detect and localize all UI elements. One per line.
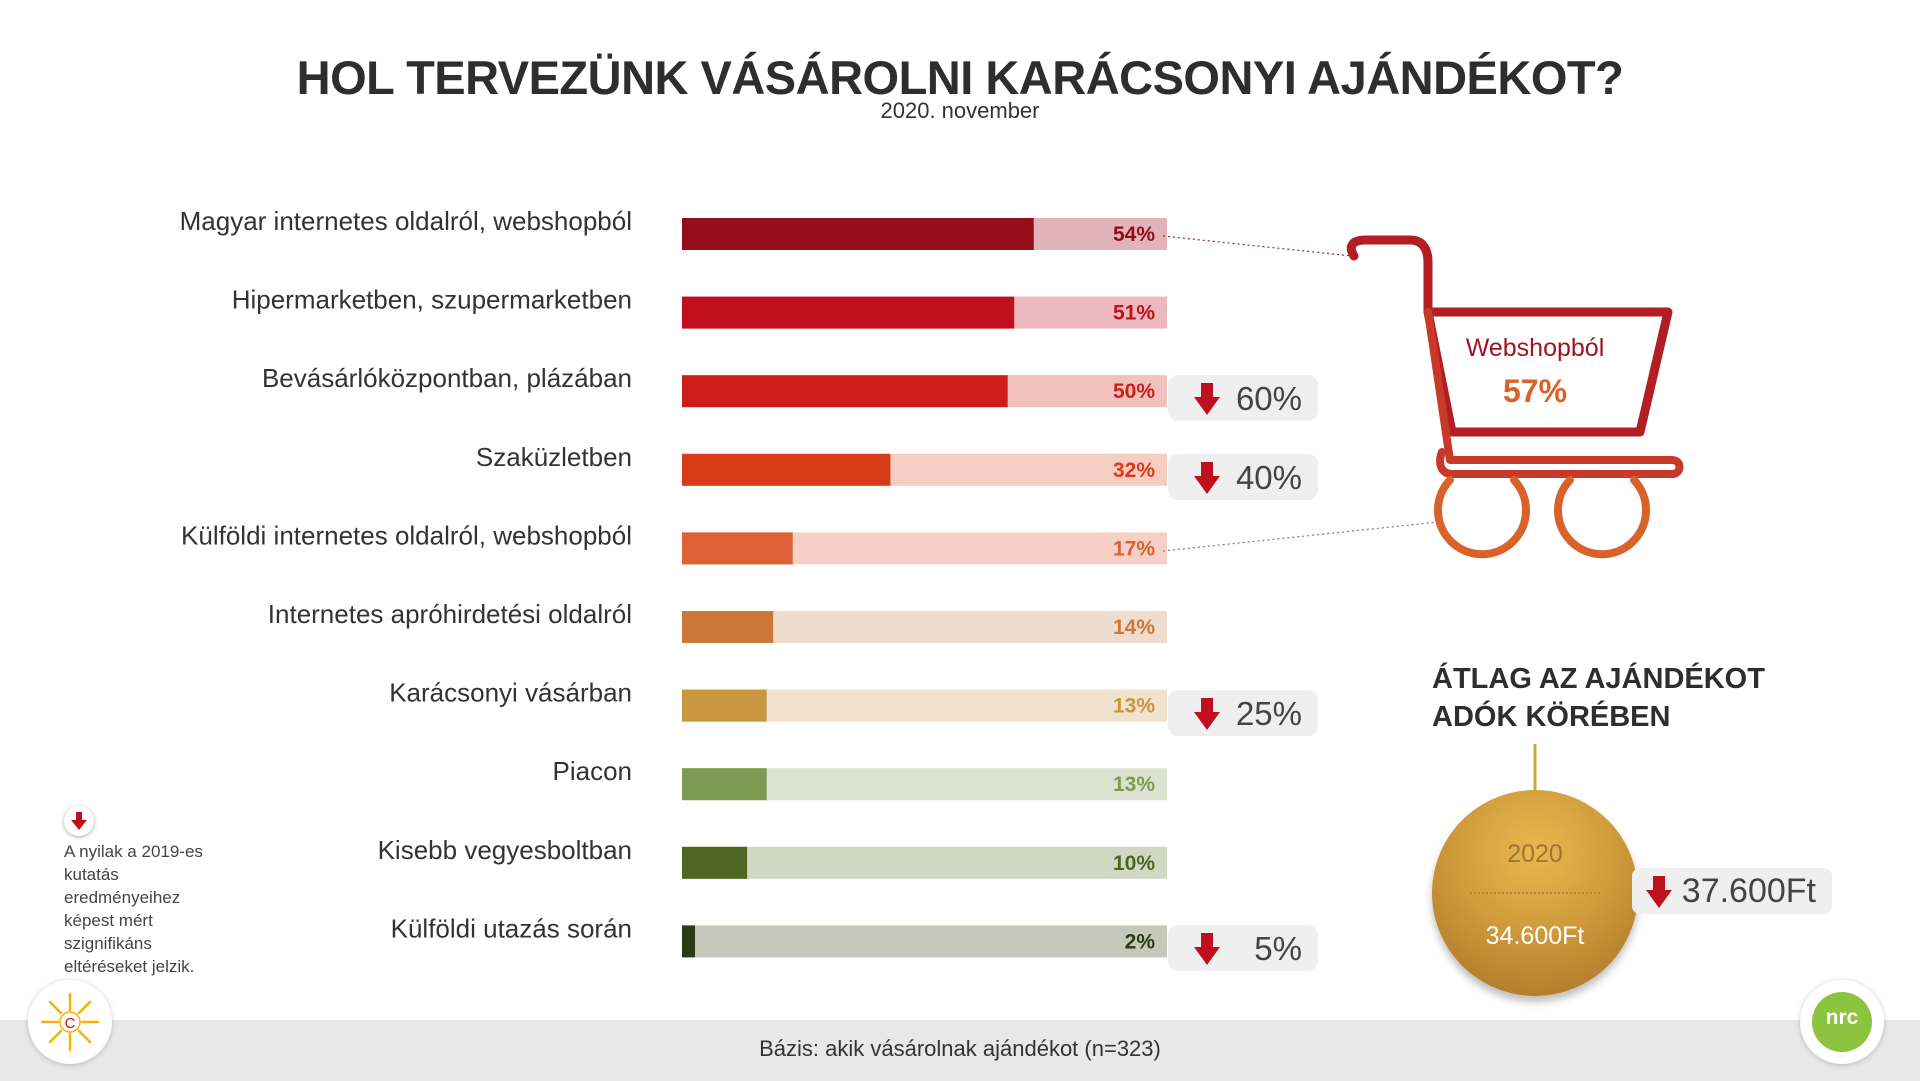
value-label: 50%	[1113, 380, 1155, 403]
footer-base-text: Bázis: akik vásárolnak ajándékot (n=323)	[759, 1036, 1161, 1061]
bar	[682, 768, 767, 801]
legend-icon	[64, 806, 94, 836]
change-value: 40%	[1235, 458, 1302, 496]
cart-wheel-right	[1554, 476, 1650, 559]
value-label: 10%	[1113, 852, 1155, 875]
legend-text: A nyilak a 2019-es kutatás eredményeihez…	[64, 842, 203, 976]
bar-track	[682, 846, 1167, 879]
chart-subtitle: 2020. november	[880, 98, 1040, 123]
value-label: 2%	[1125, 930, 1156, 953]
cart-connector-top	[1162, 235, 1353, 257]
sun-logo-icon: C	[40, 992, 100, 1052]
category-label: Piacon	[553, 756, 633, 786]
value-label: 51%	[1113, 302, 1155, 325]
footer: Bázis: akik vásárolnak ajándékot (n=323)	[0, 1020, 1920, 1081]
category-label: Bevásárlóközpontban, plázában	[262, 363, 632, 393]
coin-value: 34.600Ft	[1485, 922, 1585, 950]
bar	[682, 925, 696, 958]
bar	[682, 453, 891, 486]
bar	[682, 611, 774, 643]
category-label: Külföldi utazás során	[391, 913, 632, 943]
value-label: 13%	[1113, 773, 1155, 796]
average-previous-value: 37.600Ft	[1681, 872, 1816, 910]
value-label: 54%	[1113, 223, 1155, 246]
bar	[682, 218, 1034, 250]
bar	[682, 296, 1015, 329]
change-value: 60%	[1235, 380, 1302, 418]
category-label: Magyar internetes oldalról, webshopból	[180, 206, 632, 236]
down-arrow-icon	[71, 812, 87, 830]
average-title-line1: ÁTLAG AZ AJÁNDÉKOT	[1432, 663, 1765, 695]
down-arrow-icon	[1646, 876, 1672, 908]
value-label: 32%	[1113, 459, 1155, 482]
category-label: Szaküzletben	[476, 442, 632, 472]
right-logo: nrc	[1800, 980, 1884, 1064]
bar	[682, 375, 1008, 408]
nrc-logo-text: nrc	[1825, 1006, 1859, 1029]
down-arrow-icon	[1194, 461, 1220, 494]
change-badge: 25%	[1168, 689, 1318, 736]
average-title-line2: ADÓK KÖRÉBEN	[1432, 701, 1671, 733]
category-label: Hipermarketben, szupermarketben	[232, 285, 632, 315]
value-label: 14%	[1113, 616, 1155, 639]
bar	[682, 846, 748, 879]
left-logo: C	[28, 980, 112, 1064]
coin-divider	[1470, 892, 1600, 894]
down-arrow-icon	[1194, 383, 1220, 416]
value-label: 13%	[1113, 695, 1155, 718]
average-previous-badge: 37.600Ft	[1632, 868, 1832, 914]
bar	[682, 532, 793, 565]
down-arrow-icon	[1194, 697, 1220, 730]
cart-basket	[1423, 307, 1673, 437]
shopping-cart-icon	[1162, 235, 1684, 790]
bar-chart: Magyar internetes oldalról, webshopból 54…	[180, 206, 1167, 958]
left-logo-letter: C	[65, 1015, 76, 1032]
average-title: ÁTLAG AZ AJÁNDÉKOT ADÓK KÖRÉBEN	[1432, 660, 1832, 736]
cart-value: 57%	[1502, 373, 1568, 409]
bar-track	[682, 925, 1167, 958]
chart-title: HOL TERVEZÜNK VÁSÁROLNI KARÁCSONYI AJÁND…	[296, 51, 1624, 104]
cart-handle	[1346, 235, 1433, 317]
cart-frame	[1424, 308, 1684, 478]
cart-wheel-left	[1434, 476, 1530, 559]
down-arrow-icon	[1194, 933, 1220, 966]
category-label: Kisebb vegyesboltban	[378, 835, 632, 865]
average-coin: 2020 34.600Ft	[1432, 790, 1638, 996]
change-badge: 5%	[1168, 925, 1318, 972]
cart-connector-bottom	[1162, 521, 1439, 552]
change-badge: 60%	[1168, 375, 1318, 422]
change-value: 5%	[1254, 930, 1302, 968]
category-label: Internetes apróhirdetési oldalról	[268, 599, 632, 629]
value-label: 17%	[1113, 537, 1155, 560]
nrc-logo: nrc	[1812, 992, 1872, 1052]
cart-label: Webshopból	[1465, 334, 1605, 362]
change-value: 25%	[1235, 694, 1302, 732]
change-badge: 40%	[1168, 453, 1318, 500]
category-label: Külföldi internetes oldalról, webshopból	[181, 520, 632, 550]
category-label: Karácsonyi vásárban	[389, 678, 632, 708]
coin-year: 2020	[1507, 840, 1563, 868]
bar	[682, 689, 767, 722]
